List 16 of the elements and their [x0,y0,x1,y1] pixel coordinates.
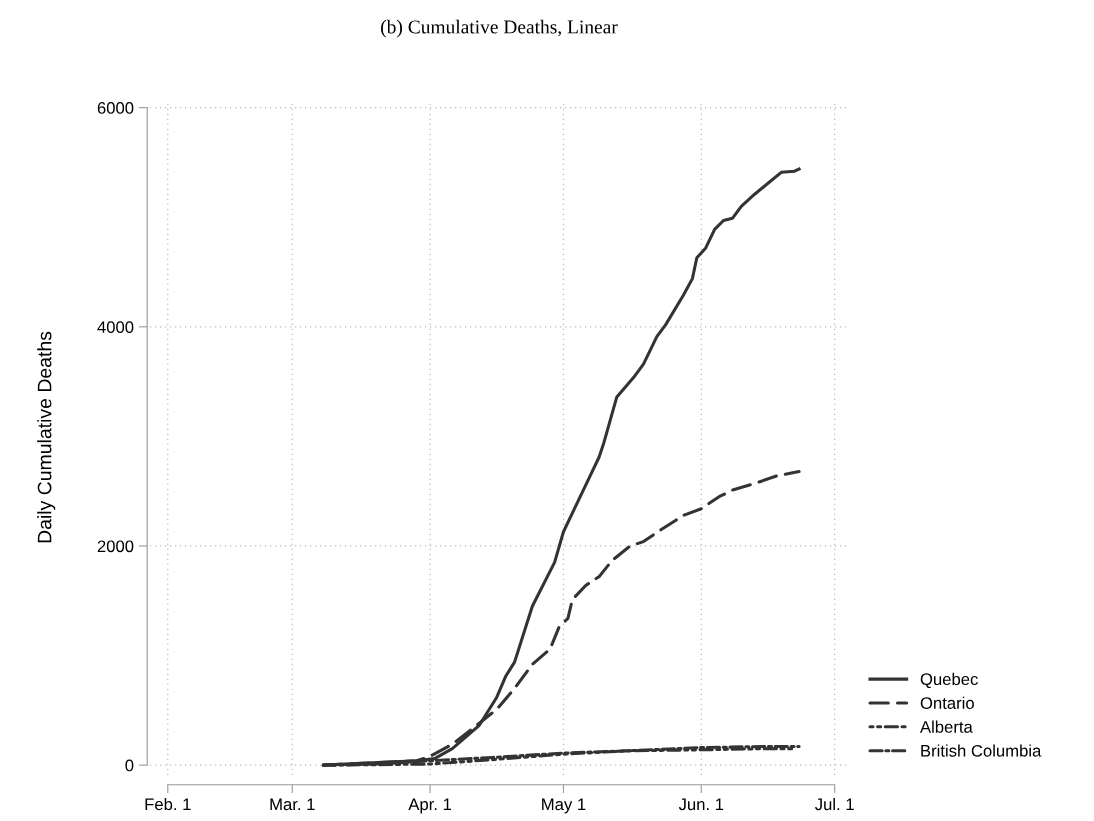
legend-label: British Columbia [921,744,1042,757]
x-tick-label: Jun. 1 [678,798,724,811]
legend-label: Ontario [920,696,974,709]
y-axis-title: Daily Cumulative Deaths [37,331,56,543]
chart-title: (b) Cumulative Deaths, Linear [381,19,618,38]
x-tick-label: Jul. 1 [815,797,854,811]
x-tick-label: Apr. 1 [408,798,452,814]
x-tick-label: Feb. 1 [145,797,191,811]
legend-label: Alberta [920,720,973,733]
y-tick-label: 6000 [97,102,134,114]
y-tick-label: 4000 [97,321,134,334]
y-tick-label: 0 [125,759,134,772]
x-tick-label: Mar. 1 [270,798,315,811]
legend-label: Quebec [920,672,978,689]
x-tick-label: May 1 [542,798,586,814]
y-tick-label: 2000 [97,540,134,553]
